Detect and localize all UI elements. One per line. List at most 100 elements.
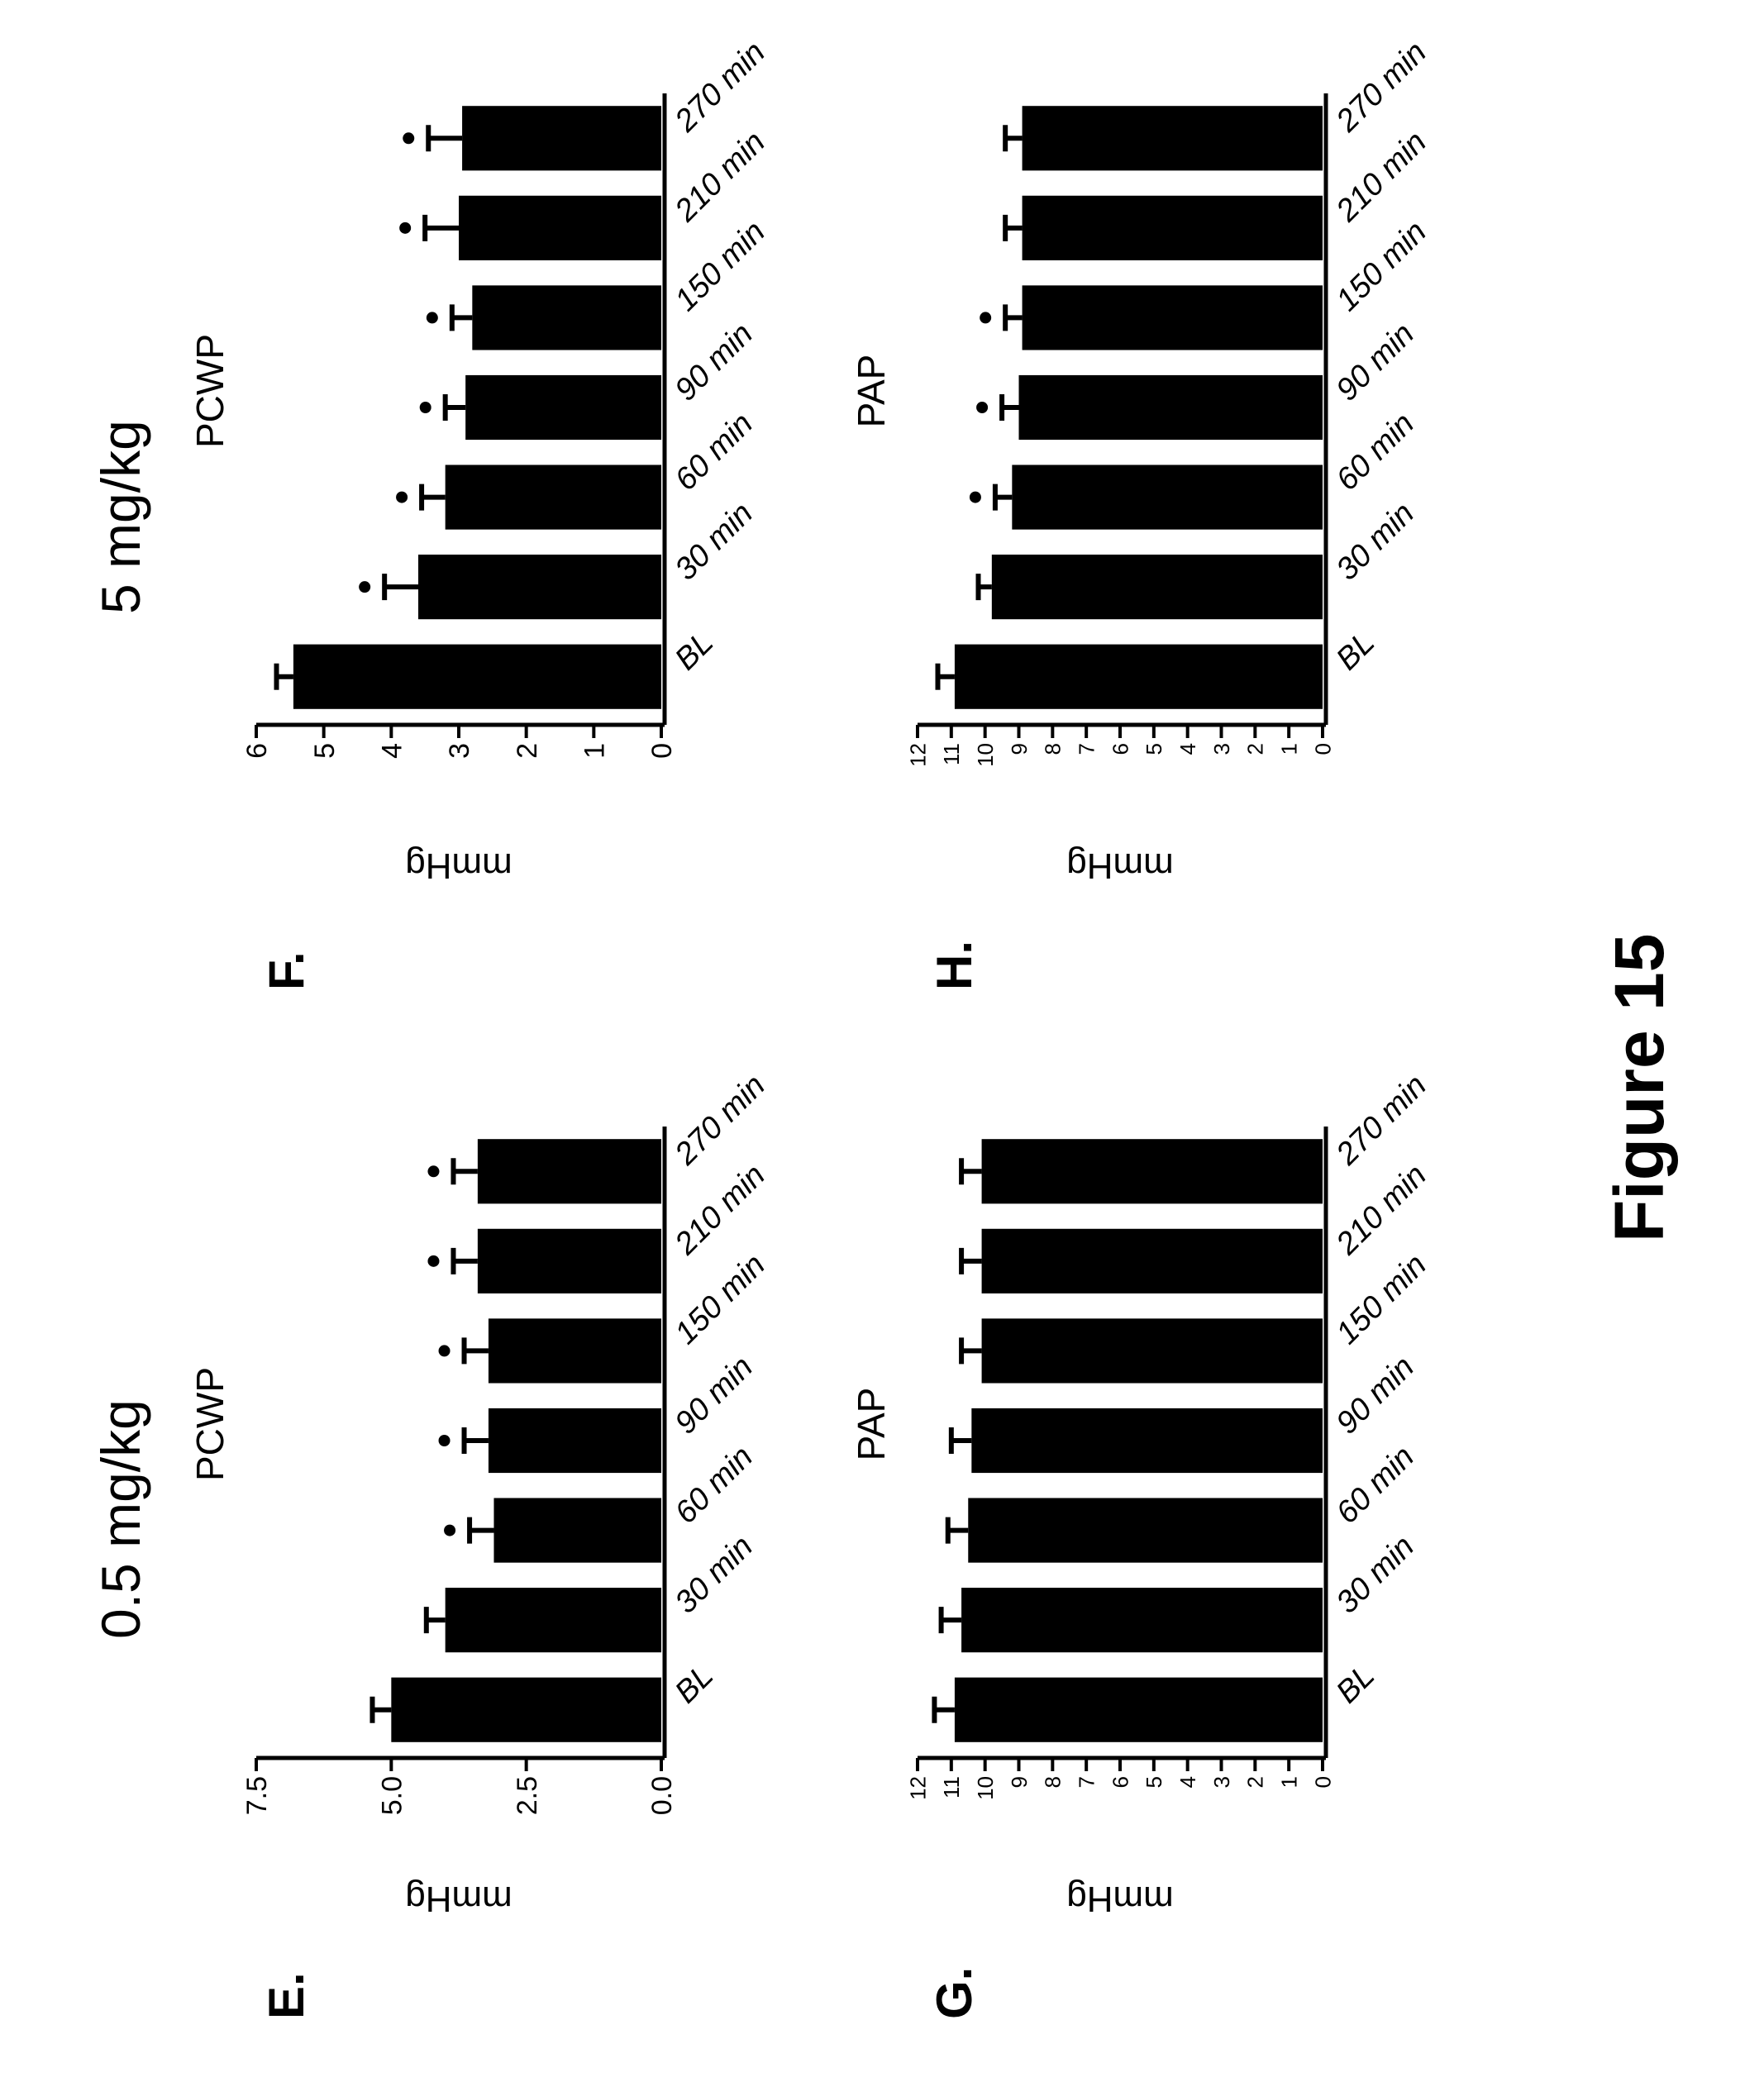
x-tick-label: 210 min	[1329, 1158, 1433, 1262]
y-tick-label: 5	[309, 743, 341, 759]
y-tick-label: 3	[1209, 743, 1234, 755]
significance-marker	[427, 312, 438, 323]
y-axis-label: mmHg	[405, 1879, 513, 1919]
significance-marker	[976, 402, 988, 413]
y-tick-label: 0	[1310, 1776, 1335, 1788]
x-tick-label: 60 min	[669, 1440, 760, 1531]
x-tick-label: BL	[669, 626, 721, 678]
y-tick-label: 11	[939, 743, 964, 765]
y-tick-label: 0	[646, 743, 678, 759]
x-tick-label: BL	[1330, 1659, 1382, 1711]
bar	[462, 106, 661, 170]
y-tick-label: 2	[1243, 743, 1268, 755]
y-tick-label: 1	[1277, 743, 1302, 755]
bar	[293, 645, 661, 709]
chart-panel-e: PCWPmmHg0.02.55.07.5BL30 min60 min90 min…	[165, 1085, 785, 1953]
x-tick-label: 30 min	[669, 1529, 760, 1620]
x-tick-label: 270 min	[1329, 35, 1433, 139]
x-tick-label: BL	[669, 1659, 721, 1711]
bar	[446, 1588, 661, 1652]
x-tick-label: 90 min	[1330, 317, 1421, 407]
significance-marker	[420, 402, 431, 413]
bar	[478, 1139, 661, 1203]
y-tick-label: 1	[579, 743, 611, 759]
y-tick-label: 5	[1142, 743, 1166, 755]
y-axis-label: mmHg	[405, 846, 513, 886]
bar	[971, 1408, 1323, 1473]
chart-title: PCWP	[188, 334, 231, 448]
bar	[961, 1588, 1323, 1652]
panel-letter-e: E.	[258, 1972, 315, 2019]
bar	[1023, 285, 1323, 350]
y-tick-label: 6	[241, 743, 273, 759]
panel-letter-h: H.	[926, 941, 983, 990]
significance-marker	[427, 1255, 439, 1267]
significance-marker	[980, 312, 991, 323]
chart-title: PCWP	[188, 1367, 231, 1481]
y-tick-label: 7	[1075, 743, 1099, 755]
y-tick-label: 2.5	[512, 1776, 543, 1815]
x-tick-label: 210 min	[668, 1158, 772, 1262]
bar	[472, 285, 661, 350]
y-tick-label: 2	[1243, 1776, 1268, 1788]
y-tick-label: 8	[1041, 1776, 1066, 1788]
dose-label-left: 0.5 mg/kg	[89, 1399, 152, 1639]
panel-letter-f: F.	[258, 951, 315, 990]
x-tick-label: 60 min	[1330, 1440, 1421, 1531]
significance-marker	[970, 492, 981, 503]
significance-marker	[444, 1525, 455, 1536]
bar	[489, 1408, 661, 1473]
chart-panel-f: PCWPmmHg0123456BL30 min60 min90 min150 m…	[165, 52, 785, 920]
x-tick-label: 90 min	[669, 317, 760, 407]
y-tick-label: 11	[939, 1776, 964, 1798]
x-tick-label: 30 min	[669, 496, 760, 587]
x-tick-label: 210 min	[1329, 125, 1433, 229]
y-tick-label: 3	[1209, 1776, 1234, 1788]
x-tick-label: 90 min	[669, 1350, 760, 1441]
bar	[1019, 375, 1323, 440]
y-tick-label: 4	[1175, 743, 1200, 755]
bar	[391, 1678, 661, 1742]
bar	[418, 555, 661, 619]
y-axis-label: mmHg	[1066, 846, 1174, 886]
panel-letter-g: G.	[926, 1967, 983, 2019]
y-tick-label: 5	[1142, 1776, 1166, 1788]
bar	[968, 1498, 1323, 1562]
bar	[1023, 196, 1323, 260]
bar	[1012, 464, 1323, 529]
bar	[478, 1229, 661, 1293]
figure-caption: Figure 15	[1600, 934, 1680, 1242]
y-axis-label: mmHg	[1066, 1879, 1174, 1919]
y-tick-label: 9	[1007, 1776, 1032, 1788]
x-tick-label: 60 min	[1330, 407, 1421, 498]
bar	[489, 1318, 661, 1383]
bar	[982, 1229, 1323, 1293]
x-tick-label: 30 min	[1330, 496, 1421, 587]
x-tick-label: 150 min	[1330, 1247, 1433, 1351]
bar	[982, 1318, 1323, 1383]
y-tick-label: 7.5	[241, 1776, 273, 1815]
chart-panel-h: PAPmmHg0123456789101112BL30 min60 min90 …	[827, 52, 1447, 920]
bar	[992, 555, 1323, 619]
y-tick-label: 0.0	[646, 1776, 678, 1815]
x-tick-label: 150 min	[669, 214, 772, 317]
y-tick-label: 0	[1310, 743, 1335, 755]
x-tick-label: BL	[1330, 626, 1382, 678]
y-tick-label: 3	[444, 743, 475, 759]
y-tick-label: 2	[512, 743, 543, 759]
significance-marker	[427, 1165, 439, 1177]
y-tick-label: 4	[1175, 1776, 1200, 1788]
chart-title: PAP	[850, 1388, 893, 1461]
bar	[1023, 106, 1323, 170]
chart-title: PAP	[850, 355, 893, 428]
bar	[446, 464, 661, 529]
y-tick-label: 6	[1108, 743, 1132, 755]
bar	[982, 1139, 1323, 1203]
bar	[459, 196, 661, 260]
chart-panel-g: PAPmmHg0123456789101112BL30 min60 min90 …	[827, 1085, 1447, 1953]
y-tick-label: 12	[905, 743, 930, 767]
significance-marker	[403, 132, 414, 144]
x-tick-label: 270 min	[1329, 1068, 1433, 1172]
x-tick-label: 90 min	[1330, 1350, 1421, 1441]
